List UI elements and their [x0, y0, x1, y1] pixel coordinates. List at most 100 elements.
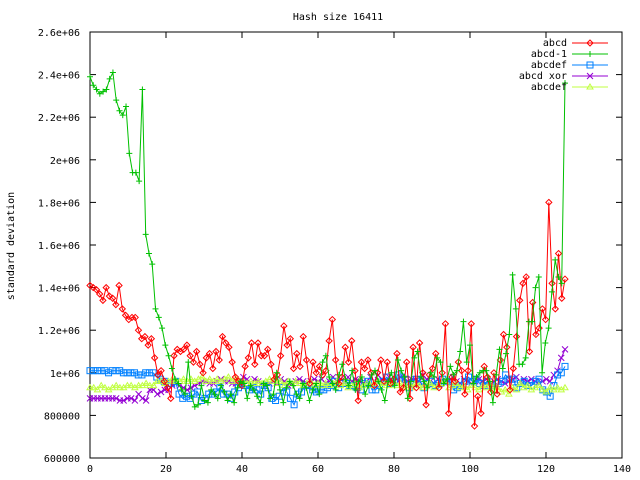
data-point: [247, 339, 256, 347]
data-point: [162, 342, 169, 349]
data-point: [178, 386, 185, 393]
x-axis: 0 20 40 60 80 100 120 140: [87, 32, 631, 475]
data-point: [127, 369, 135, 377]
data-point: [463, 359, 470, 366]
data-point: [551, 305, 560, 313]
data-point: [477, 409, 485, 417]
data-point: [179, 345, 188, 354]
data-point: [93, 385, 102, 393]
data-point: [195, 401, 202, 408]
data-point: [113, 97, 120, 104]
data-point: [172, 376, 179, 383]
data-point: [218, 332, 227, 341]
data-point: [351, 366, 359, 375]
data-point: [430, 374, 437, 381]
data-point: [247, 382, 254, 389]
data-point: [460, 318, 467, 325]
legend-item: abcd xor: [519, 71, 608, 82]
data-point: [535, 273, 542, 280]
chart-title: Hash size 16411: [293, 12, 383, 23]
data-point: [409, 343, 417, 351]
data-point: [440, 380, 447, 387]
data-point: [214, 395, 221, 402]
data-point: [138, 371, 146, 379]
data-point: [383, 358, 391, 366]
data-point: [529, 318, 536, 325]
data-point: [399, 384, 408, 392]
data-point: [293, 349, 301, 358]
y-tick-label: 2.6e+06: [38, 28, 80, 39]
data-point: [291, 377, 300, 384]
data-point: [417, 374, 424, 381]
data-point: [542, 387, 551, 395]
data-point: [303, 384, 310, 391]
data-point: [131, 397, 139, 404]
x-tick-label: 20: [160, 464, 172, 475]
data-point: [360, 364, 369, 373]
data-point: [370, 381, 379, 390]
data-point: [127, 395, 135, 402]
data-point: [296, 395, 303, 402]
data-point: [542, 375, 550, 383]
data-point: [290, 401, 298, 409]
data-point: [349, 367, 356, 374]
data-point: [355, 378, 362, 385]
data-point: [463, 385, 472, 393]
data-point: [86, 383, 94, 391]
data-point: [183, 341, 191, 349]
data-point: [339, 361, 346, 368]
data-point: [561, 362, 569, 370]
data-point: [254, 393, 261, 400]
data-point: [402, 358, 411, 366]
legend-marker: [587, 51, 593, 57]
data-point: [318, 371, 327, 379]
data-point: [86, 281, 94, 290]
data-point: [434, 354, 441, 361]
data-point: [289, 364, 298, 373]
series-layer: [86, 69, 569, 430]
data-point: [212, 347, 220, 356]
data-point: [342, 376, 349, 383]
data-point: [381, 379, 390, 386]
data-point: [447, 363, 454, 370]
data-point: [476, 369, 483, 376]
data-point: [144, 341, 152, 349]
data-point: [123, 381, 132, 389]
data-point: [211, 391, 218, 398]
data-point: [328, 315, 337, 324]
data-point: [501, 385, 510, 393]
data-point: [270, 391, 277, 398]
legend-label: abcdef: [531, 60, 567, 71]
data-point: [157, 388, 165, 396]
legend-label: abcd: [543, 38, 567, 49]
data-point: [264, 345, 272, 354]
data-point: [199, 369, 207, 377]
data-point: [553, 383, 562, 391]
data-point: [358, 374, 365, 381]
data-point: [427, 369, 434, 376]
data-point: [335, 379, 343, 388]
data-point: [493, 390, 501, 398]
data-point: [319, 359, 326, 366]
legend-marker: [586, 39, 594, 47]
data-point: [105, 369, 113, 377]
data-point: [173, 345, 181, 354]
data-point: [283, 384, 290, 391]
data-point: [142, 397, 150, 404]
data-point: [467, 342, 473, 349]
legend-item: abcd-1: [531, 49, 608, 60]
data-point: [555, 273, 562, 280]
data-point: [244, 354, 253, 362]
data-point: [452, 379, 461, 386]
data-point: [483, 367, 490, 374]
data-point: [496, 346, 503, 353]
data-point: [132, 169, 139, 176]
data-point: [541, 315, 550, 324]
y-axis-label: standard deviation: [6, 192, 17, 300]
data-point: [116, 367, 124, 375]
data-point: [100, 88, 107, 95]
series-1: [86, 198, 569, 430]
y-tick-label: 600000: [44, 454, 80, 465]
data-point: [352, 386, 359, 393]
data-point: [415, 339, 424, 347]
